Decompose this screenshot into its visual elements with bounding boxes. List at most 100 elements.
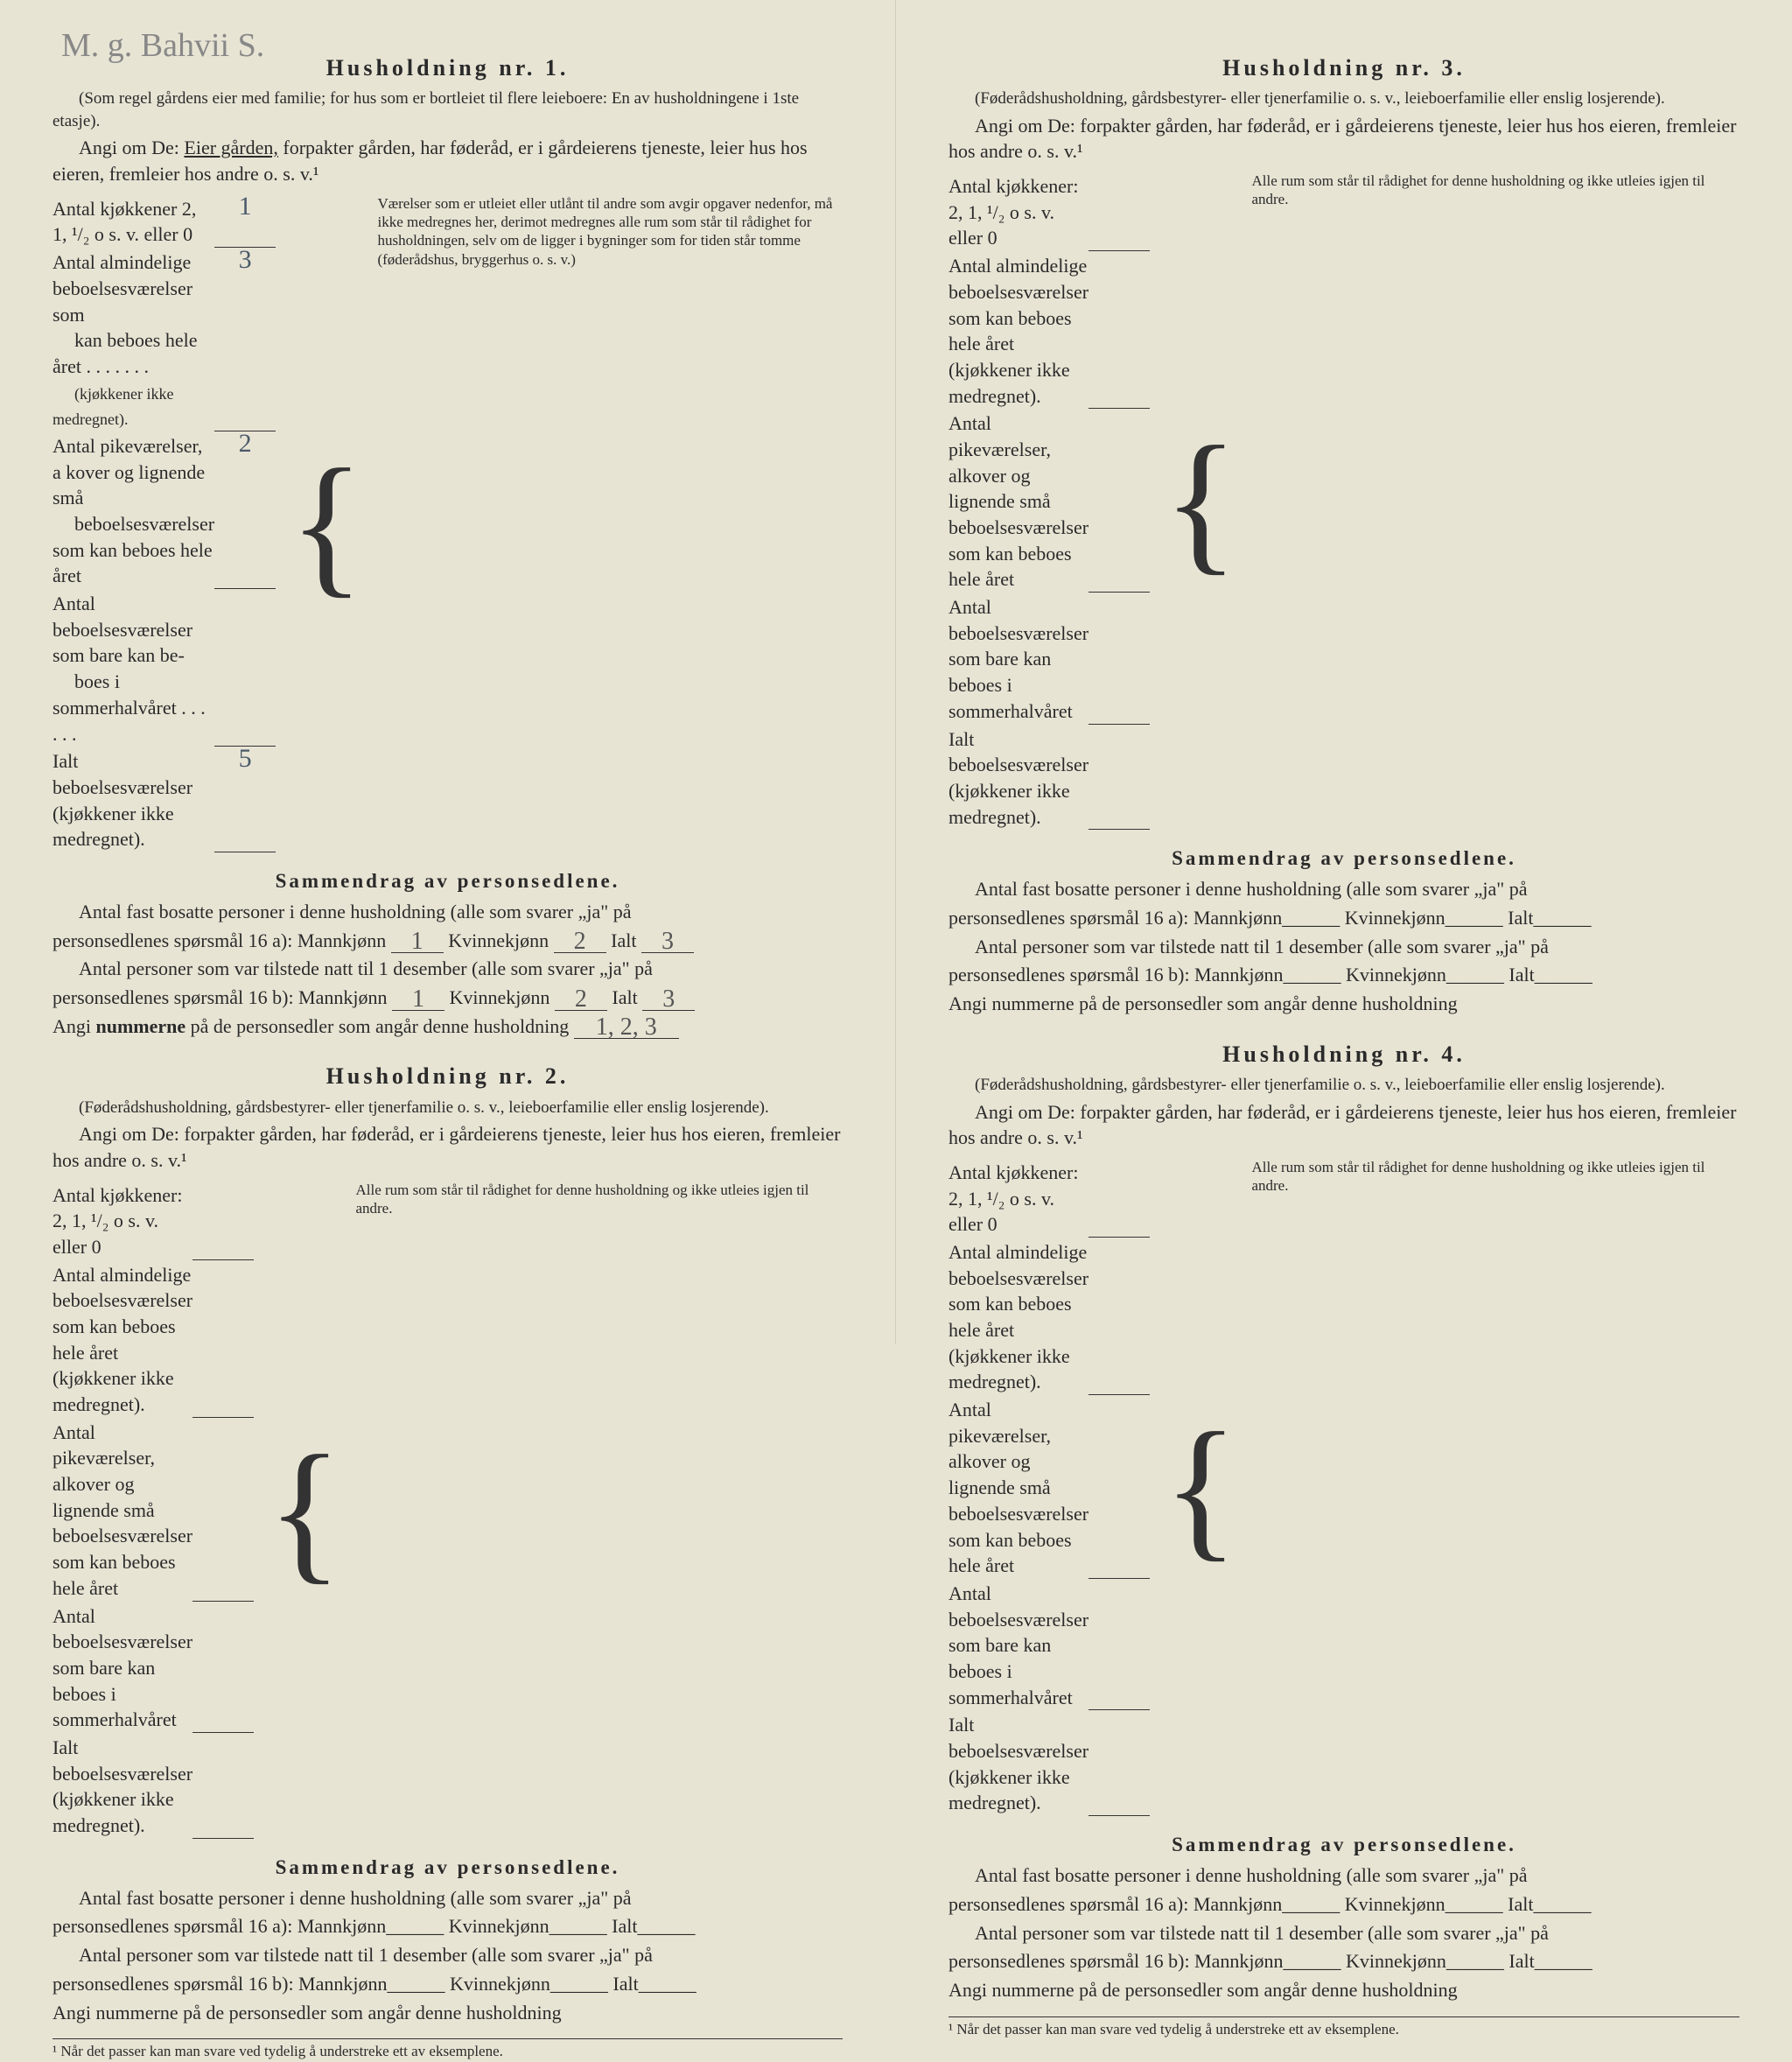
text: Angi xyxy=(52,1015,91,1037)
label: Antal almindelige beboelsesværelser som … xyxy=(948,1239,1088,1395)
sum-line: personsedlenes spørsmål 16 a): Mannkjønn… xyxy=(52,1913,843,1939)
value xyxy=(192,1603,254,1733)
value-female: 2 xyxy=(555,988,607,1011)
right-page: Husholdning nr. 3. (Føderådshusholdning,… xyxy=(896,0,1792,1344)
row: Antal beboelsesværelser som bare kan beb… xyxy=(52,1603,254,1733)
sum-line: Angi nummerne på de personsedler som ang… xyxy=(52,1013,843,1040)
label: Ialt xyxy=(612,986,637,1008)
row: Antal almindelige beboelsesværelser som … xyxy=(52,1262,254,1418)
h2-rows: Antal kjøkkener: 2, 1, ¹/₂ o s. v. eller… xyxy=(52,1181,843,1841)
h1-subtitle: (Som regel gårdens eier med familie; for… xyxy=(52,88,843,132)
label: Antal beboelsesværelser som bare kan be- xyxy=(52,593,192,666)
row: Antal almindelige beboelsesværelser som … xyxy=(948,1239,1150,1395)
value-male: 1 xyxy=(392,988,444,1011)
label: Antal beboelsesværelser som bare kan beb… xyxy=(52,1603,192,1733)
h4-angi: Angi om De: forpakter gården, har føderå… xyxy=(948,1099,1740,1151)
text: på de personsedler som angår denne husho… xyxy=(191,1015,570,1037)
sum-line: Antal personer som var tilstede natt til… xyxy=(948,1920,1740,1946)
h1-sidenote: Værelser som er utleiet eller utlånt til… xyxy=(377,194,843,854)
label: Antal almindelige beboelsesværelser som … xyxy=(52,1262,192,1418)
handwritten-annotation: M. g. Bahvii S. xyxy=(61,26,264,65)
h3-subtitle: (Føderådshusholdning, gårdsbestyrer- ell… xyxy=(948,88,1740,110)
row: Antal kjøkkener: 2, 1, ¹/₂ o s. v. eller… xyxy=(948,173,1150,251)
row: Antal almindelige beboelsesværelser som … xyxy=(948,253,1150,409)
label: Antal kjøkkener: 2, 1, ¹/₂ o s. v. eller… xyxy=(52,1182,192,1260)
underlined-option: Eier gården, xyxy=(184,137,278,158)
value: 1 xyxy=(214,196,276,248)
row-maidrooms: Antal pikeværelser, a kover og lignende … xyxy=(52,433,276,589)
value xyxy=(192,1735,254,1839)
sum-line: Antal personer som var tilstede natt til… xyxy=(52,1942,843,1968)
value-numbers: 1, 2, 3 xyxy=(574,1016,679,1039)
h4-sidenote: Alle rum som står til rådighet for denne… xyxy=(1251,1158,1740,1818)
h3-rows: Antal kjøkkener: 2, 1, ¹/₂ o s. v. eller… xyxy=(948,172,1740,831)
h1-angi: Angi om De: Eier gården, forpakter gårde… xyxy=(52,135,843,186)
sum-line: personsedlenes spørsmål 16 b): Mannkjønn… xyxy=(948,962,1740,988)
row-total: Ialt beboelsesværelser (kjøkkener ikke m… xyxy=(52,748,276,852)
left-page: Husholdning nr. 1. (Som regel gårdens ei… xyxy=(0,0,896,1344)
label: Ialt beboelsesværelser (kjøkkener ikke m… xyxy=(52,1735,192,1839)
h3-summary-title: Sammendrag av personsedlene. xyxy=(948,845,1740,872)
row-kitchens: Antal kjøkkener 2, 1, ¹/₂ o s. v. eller … xyxy=(52,196,276,248)
text: Angi om De: xyxy=(79,137,179,158)
label: Antal almindelige beboelsesværelser som xyxy=(52,251,192,325)
sum-line: personsedlenes spørsmål 16 b): Mannkjønn… xyxy=(52,985,843,1011)
row: Antal kjøkkener: 2, 1, ¹/₂ o s. v. eller… xyxy=(52,1182,254,1260)
row-rooms-year: Antal almindelige beboelsesværelser som … xyxy=(52,249,276,431)
sum-line: Antal personer som var tilstede natt til… xyxy=(948,934,1740,960)
value: 3 xyxy=(214,249,276,431)
label: personsedlenes spørsmål 16 b): Mannkjønn xyxy=(52,986,388,1008)
row: Antal pikeværelser, alkover og lignende … xyxy=(948,1397,1150,1579)
label: Ialt beboelsesværelser (kjøkkener ikke m… xyxy=(948,726,1088,831)
value xyxy=(1088,1239,1150,1395)
value xyxy=(1088,253,1150,409)
h1-summary-title: Sammendrag av personsedlene. xyxy=(52,867,843,894)
sum-line: Antal fast bosatte personer i denne hush… xyxy=(948,876,1740,902)
value xyxy=(1088,173,1150,251)
value: 2 xyxy=(214,433,276,589)
sum-line: Antal fast bosatte personer i denne hush… xyxy=(52,899,843,925)
h3-title: Husholdning nr. 3. xyxy=(948,53,1740,83)
label: Antal pikeværelser, a kover og lignende … xyxy=(52,435,205,508)
row: Antal pikeværelser, alkover og lignende … xyxy=(948,410,1150,593)
value xyxy=(1088,1397,1150,1579)
value xyxy=(1088,1160,1150,1238)
value: 5 xyxy=(214,748,276,852)
h2-summary-title: Sammendrag av personsedlene. xyxy=(52,1854,843,1881)
row: Ialt beboelsesværelser (kjøkkener ikke m… xyxy=(948,726,1150,831)
row: Antal pikeværelser, alkover og lignende … xyxy=(52,1420,254,1602)
h4-summary-title: Sammendrag av personsedlene. xyxy=(948,1831,1740,1858)
brace-icon: { xyxy=(1163,1425,1238,1551)
label: Ialt beboelsesværelser (kjøkkener ikke m… xyxy=(52,748,214,852)
sum-line: Antal fast bosatte personer i denne hush… xyxy=(52,1885,843,1911)
label: Kvinnekjønn xyxy=(448,929,549,951)
sum-line: Angi nummerne på de personsedler som ang… xyxy=(948,991,1740,1017)
label: Antal pikeværelser, alkover og lignende … xyxy=(948,410,1088,593)
value xyxy=(1088,1712,1150,1816)
brace-icon: { xyxy=(1163,438,1238,565)
label: Antal kjøkkener: 2, 1, ¹/₂ o s. v. eller… xyxy=(948,1160,1088,1238)
value xyxy=(1088,410,1150,593)
h2-title: Husholdning nr. 2. xyxy=(52,1061,843,1091)
h2-subtitle: (Føderådshusholdning, gårdsbestyrer- ell… xyxy=(52,1097,843,1119)
label: Antal beboelsesværelser som bare kan beb… xyxy=(948,1581,1088,1710)
row: Ialt beboelsesværelser (kjøkkener ikke m… xyxy=(948,1712,1150,1816)
label: Antal pikeværelser, alkover og lignende … xyxy=(948,1397,1088,1579)
h4-rows: Antal kjøkkener: 2, 1, ¹/₂ o s. v. eller… xyxy=(948,1158,1740,1818)
label: Antal beboelsesværelser som bare kan beb… xyxy=(948,594,1088,724)
sum-line: personsedlenes spørsmål 16 b): Mannkjønn… xyxy=(52,1971,843,1997)
value xyxy=(1088,1581,1150,1710)
value xyxy=(1088,594,1150,724)
value-female: 2 xyxy=(554,930,606,953)
h4-subtitle: (Føderådshusholdning, gårdsbestyrer- ell… xyxy=(948,1074,1740,1097)
h1-rows: Antal kjøkkener 2, 1, ¹/₂ o s. v. eller … xyxy=(52,194,843,854)
sum-line: Angi nummerne på de personsedler som ang… xyxy=(52,2000,843,2026)
sum-line: personsedlenes spørsmål 16 a): Mannkjønn… xyxy=(948,905,1740,931)
value xyxy=(1088,726,1150,831)
label: personsedlenes spørsmål 16 a): Mannkjønn xyxy=(52,929,386,951)
brace-icon: { xyxy=(289,461,364,587)
h2-sidenote: Alle rum som står til rådighet for denne… xyxy=(355,1181,843,1841)
label: boes i sommerhalvåret xyxy=(52,670,177,719)
h2-angi: Angi om De: forpakter gården, har føderå… xyxy=(52,1121,843,1173)
label: beboelsesværelser som kan beboes hele år… xyxy=(52,513,214,586)
